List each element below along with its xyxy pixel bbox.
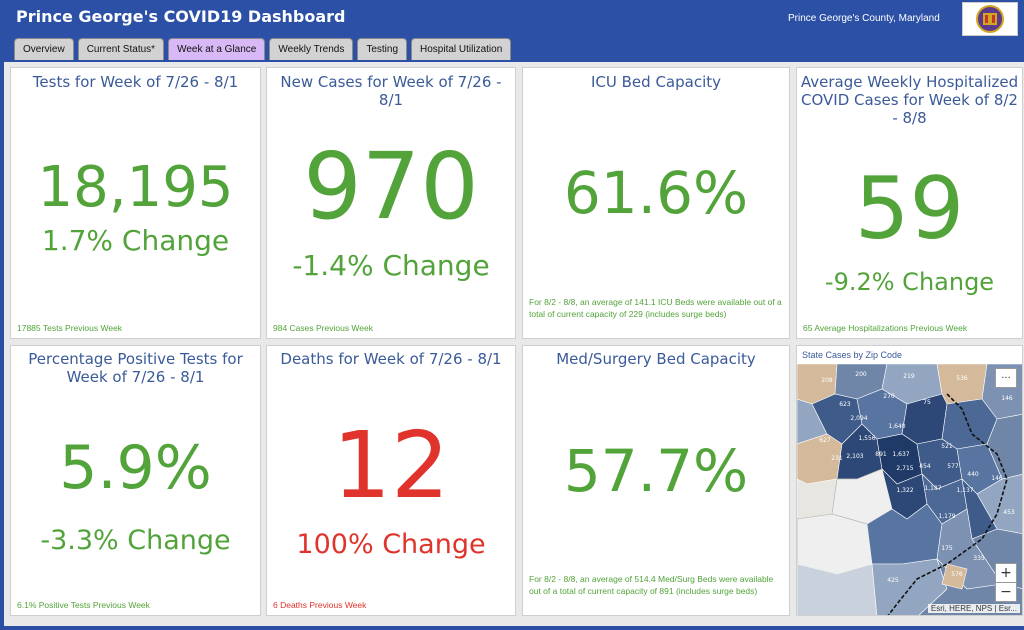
zip-label: 1,637 (892, 451, 909, 458)
positivity-value: 5.9% (59, 433, 212, 503)
zip-label: 536 (956, 375, 968, 382)
tab-overview[interactable]: Overview (14, 38, 74, 60)
zip-label: 1,556 (858, 435, 875, 442)
card-title: Percentage Positive Tests for Week of 7/… (28, 350, 243, 386)
deaths-footer: 6 Deaths Previous Week (273, 600, 367, 610)
hospitalized-value: 59 (854, 159, 965, 259)
zip-label: 521 (941, 443, 953, 450)
map-attribution: Esri, HERE, NPS | Esr... (927, 604, 1020, 613)
zip-label: 175 (941, 545, 953, 552)
card-title: ICU Bed Capacity (590, 73, 721, 91)
deaths-change: 100% Change (296, 529, 486, 560)
card-title: Tests for Week of 7/26 - 8/1 (32, 73, 239, 91)
new-cases-value: 970 (303, 133, 479, 240)
zip-label: 627 (819, 437, 831, 444)
tab-testing[interactable]: Testing (357, 38, 408, 60)
zip-label: 453 (1003, 509, 1015, 516)
tab-current-status[interactable]: Current Status* (77, 38, 165, 60)
zoom-out-button[interactable]: − (995, 582, 1017, 602)
zip-label: 1,640 (888, 423, 905, 430)
positivity-card: Percentage Positive Tests for Week of 7/… (10, 345, 261, 616)
zip-label: 425 (887, 577, 899, 584)
zip-map-card: State Cases by Zip Code (796, 345, 1023, 616)
new-cases-card: New Cases for Week of 7/26 - 8/1 970 -1.… (266, 67, 516, 339)
tests-footer: 17885 Tests Previous Week (17, 323, 123, 333)
tests-card: Tests for Week of 7/26 - 8/1 18,195 1.7%… (10, 67, 261, 339)
zip-label: 454 (919, 463, 931, 470)
tests-value: 18,195 (37, 155, 234, 220)
zip-label: 1,137 (956, 487, 973, 494)
zip-label: 576 (951, 571, 963, 578)
zip-label: 1,179 (938, 513, 955, 520)
deaths-card: Deaths for Week of 7/26 - 8/1 12 100% Ch… (266, 345, 516, 616)
positivity-footer: 6.1% Positive Tests Previous Week (17, 600, 150, 610)
card-title: Med/Surgery Bed Capacity (556, 350, 756, 368)
hospitalized-footer: 65 Average Hospitalizations Previous Wee… (803, 323, 968, 333)
zip-label: 440 (967, 471, 979, 478)
tab-week-at-a-glance[interactable]: Week at a Glance (168, 38, 266, 60)
zip-label: 219 (903, 373, 915, 380)
zoom-in-button[interactable]: + (995, 563, 1017, 583)
zip-label: 623 (839, 401, 851, 408)
zip-label: 146 (1001, 395, 1013, 402)
icu-capacity-card: ICU Bed Capacity 61.6% For 8/2 - 8/8, an… (522, 67, 790, 339)
icu-footer: For 8/2 - 8/8, an average of 141.1 ICU B… (529, 297, 782, 319)
new-cases-footer: 984 Cases Previous Week (273, 323, 374, 333)
tests-change: 1.7% Change (41, 224, 230, 257)
zip-label: 1,187 (924, 485, 941, 492)
tab-hospital-utilization[interactable]: Hospital Utilization (411, 38, 512, 60)
zip-label: 1,322 (896, 487, 913, 494)
zip-label: 2,094 (850, 415, 867, 422)
new-cases-change: -1.4% Change (292, 249, 490, 282)
zip-label: 577 (947, 463, 959, 470)
medsurg-capacity-card: Med/Surgery Bed Capacity 57.7% For 8/2 -… (522, 345, 790, 616)
zip-label: 231 (831, 455, 843, 462)
positivity-change: -3.3% Change (40, 525, 231, 556)
zip-label: 75 (923, 399, 931, 406)
tab-bar: Overview Current Status* Week at a Glanc… (14, 38, 512, 60)
county-name: Prince George's County, Maryland (788, 13, 940, 24)
dashboard-title: Prince George's COVID19 Dashboard (16, 7, 346, 26)
medsurg-footer: For 8/2 - 8/8, an average of 514.4 Med/S… (529, 574, 774, 596)
more-options-button[interactable]: ··· (995, 368, 1017, 388)
map-title: State Cases by Zip Code (802, 350, 903, 360)
zip-label: 2,103 (846, 453, 863, 460)
card-title: Deaths for Week of 7/26 - 8/1 (280, 350, 502, 368)
zip-label: 270 (883, 393, 895, 400)
zip-label: 146 (991, 475, 1003, 482)
icu-value: 61.6% (563, 159, 749, 227)
hospitalized-card: Average Weekly Hospitalized COVID Cases … (796, 67, 1023, 339)
deaths-value: 12 (332, 412, 450, 519)
card-title: New Cases for Week of 7/26 - 8/1 (280, 73, 502, 109)
zip-label: 891 (875, 451, 887, 458)
zip-label: 200 (855, 371, 867, 378)
zip-label: 2,715 (896, 465, 913, 472)
county-seal-icon (962, 2, 1018, 36)
tab-weekly-trends[interactable]: Weekly Trends (269, 38, 354, 60)
zip-label: 335 (973, 555, 985, 562)
zip-label: 208 (821, 377, 833, 384)
card-title: Average Weekly Hospitalized COVID Cases … (800, 73, 1019, 127)
zip-code-map[interactable]: 208 200 219 536 81 146 623 270 75 1,640 … (797, 364, 1023, 616)
hospitalized-change: -9.2% Change (824, 268, 995, 296)
medsurg-value: 57.7% (563, 437, 749, 505)
